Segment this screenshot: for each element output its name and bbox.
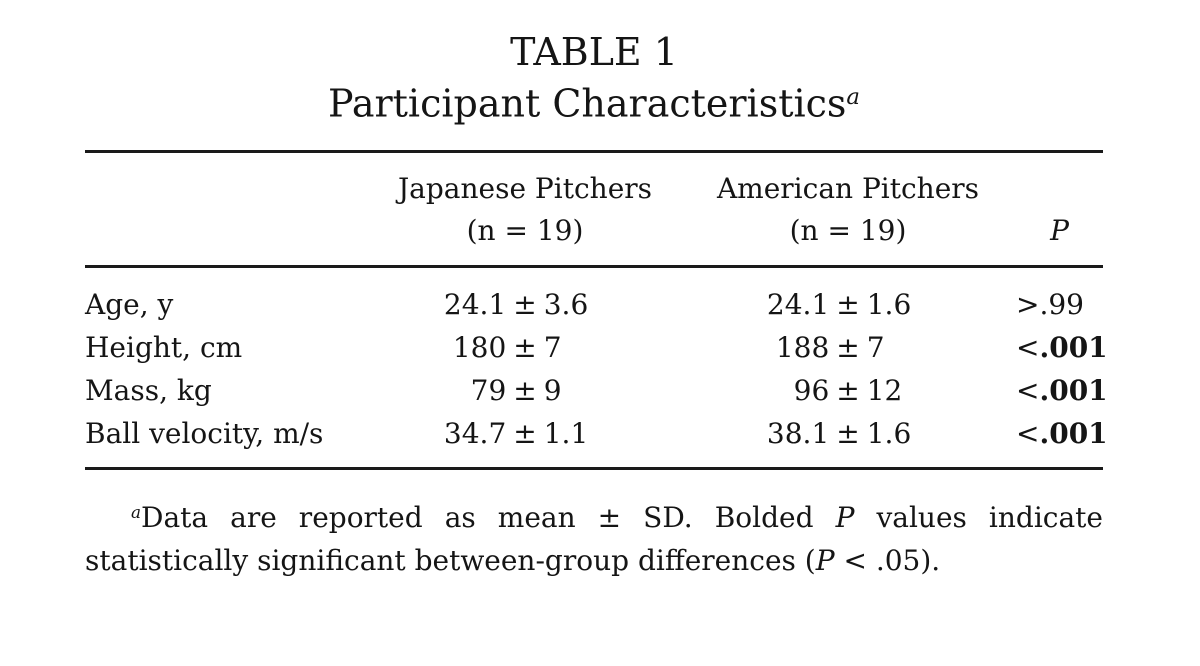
plus-minus-sign: ± — [513, 330, 537, 364]
column-header-japanese: Japanese Pitchers (n = 19) — [370, 168, 680, 252]
p-value: .001 — [1039, 373, 1108, 407]
p-value: .001 — [1039, 330, 1108, 364]
footnote-italic-p-2: P — [815, 543, 835, 577]
table-subtitle-text: Participant Characteristics — [327, 81, 847, 126]
p-value-cell-ball-velocity: <.001 — [1016, 412, 1108, 455]
sd-value: 1.6 — [866, 416, 912, 450]
table-content: TABLE 1 Participant Characteristicsa Jap… — [85, 0, 1108, 582]
footnote-text-3: < .05). — [834, 543, 941, 577]
p-comparison-sign: < — [1016, 373, 1040, 407]
plus-minus-sign: ± — [836, 373, 860, 407]
column-header-american: American Pitchers (n = 19) — [680, 168, 1016, 252]
bottom-rule — [85, 466, 1103, 470]
sd-value: 9 — [543, 373, 562, 407]
p-value-cell-height: <.001 — [1016, 326, 1108, 369]
mean-value: 24.1 — [766, 287, 830, 321]
p-value-cell-mass: <.001 — [1016, 369, 1108, 412]
plus-minus-sign: ± — [513, 373, 537, 407]
value-cell-american-height: 188 ±7 — [680, 326, 1016, 369]
sd-value: 1.6 — [866, 287, 912, 321]
value-cell-japanese-age: 24.1 ±3.6 — [370, 283, 680, 326]
p-comparison-sign: < — [1016, 416, 1040, 450]
plus-minus-sign: ± — [513, 287, 537, 321]
column-header-japanese-n: (n = 19) — [466, 213, 584, 247]
row-label-ball-velocity: Ball velocity, m/s — [85, 416, 324, 450]
mid-rule — [85, 264, 1103, 268]
column-header-american-name: American Pitchers — [716, 171, 980, 205]
column-header-japanese-name: Japanese Pitchers — [397, 171, 653, 205]
plus-minus-sign: ± — [836, 330, 860, 364]
p-value: .99 — [1039, 287, 1084, 321]
title-superscript: a — [846, 84, 861, 110]
mean-value: 96 — [793, 373, 830, 407]
mean-value: 188 — [775, 330, 830, 364]
row-label-age: Age, y — [85, 287, 174, 321]
p-value-cell-age: >.99 — [1016, 283, 1103, 326]
table-title-block: TABLE 1 Participant Characteristicsa — [85, 30, 1103, 127]
p-value: .001 — [1039, 416, 1108, 450]
footnote-italic-p-1: P — [835, 500, 855, 534]
value-cell-japanese-ball-velocity: 34.7 ±1.1 — [370, 412, 680, 455]
p-comparison-sign: > — [1016, 287, 1040, 321]
footnote-text-2: values indicate statistically significan… — [85, 500, 1103, 577]
value-cell-american-age: 24.1 ±1.6 — [680, 283, 1016, 326]
p-comparison-sign: < — [1016, 330, 1040, 364]
mean-value: 38.1 — [766, 416, 830, 450]
table-body: Age, y 24.1 ±3.6 24.1 ±1.6 >.99 Height, cm… — [85, 268, 1108, 467]
plus-minus-sign: ± — [513, 416, 537, 450]
top-rule — [85, 149, 1103, 153]
table-number: TABLE 1 — [85, 30, 1103, 75]
mean-value: 34.7 — [443, 416, 507, 450]
sd-value: 7 — [543, 330, 562, 364]
plus-minus-sign: ± — [836, 416, 860, 450]
sd-value: 3.6 — [543, 287, 589, 321]
header-spacer — [85, 168, 370, 252]
table-header-row: Japanese Pitchers (n = 19) American Pitc… — [85, 153, 1103, 265]
value-cell-japanese-mass: 79 ±9 — [370, 369, 680, 412]
table-number-text: TABLE 1 — [510, 30, 678, 74]
row-label-mass: Mass, kg — [85, 373, 212, 407]
plus-minus-sign: ± — [836, 287, 860, 321]
footnote-marker: a — [131, 501, 142, 522]
table-subtitle: Participant Characteristicsa — [85, 75, 1103, 127]
mean-value: 24.1 — [443, 287, 507, 321]
value-cell-japanese-height: 180 ±7 — [370, 326, 680, 369]
sd-value: 12 — [866, 373, 903, 407]
column-header-american-n: (n = 19) — [789, 213, 907, 247]
column-header-p: P — [1050, 213, 1069, 247]
sd-value: 1.1 — [543, 416, 589, 450]
mean-value: 79 — [470, 373, 507, 407]
footnote-text-1: Data are reported as mean ± SD. Bolded — [141, 500, 836, 534]
table-footnote: aData are reported as mean ± SD. Bolded … — [85, 491, 1103, 582]
row-label-height: Height, cm — [85, 330, 243, 364]
value-cell-american-ball-velocity: 38.1 ±1.6 — [680, 412, 1016, 455]
mean-value: 180 — [452, 330, 507, 364]
sd-value: 7 — [866, 330, 885, 364]
value-cell-american-mass: 96 ±12 — [680, 369, 1016, 412]
